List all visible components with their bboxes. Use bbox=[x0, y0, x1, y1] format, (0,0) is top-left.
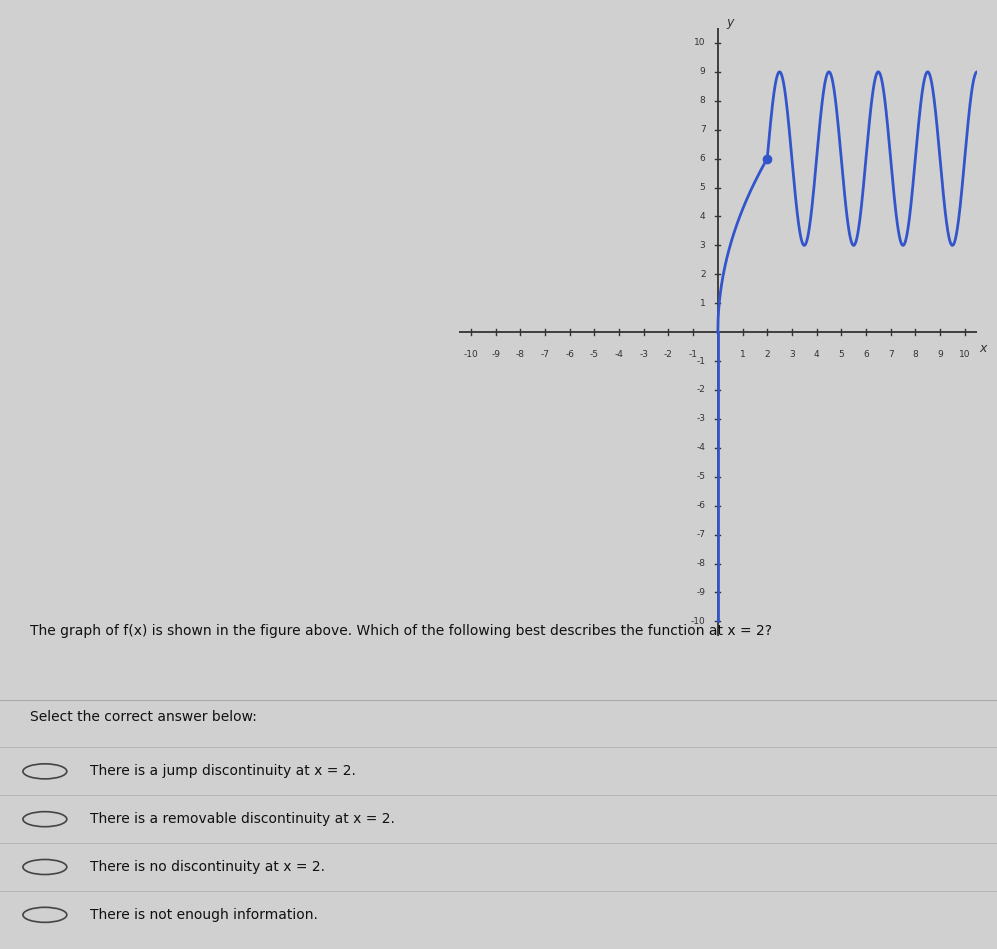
Text: 2: 2 bbox=[700, 270, 706, 279]
Text: 3: 3 bbox=[789, 349, 795, 359]
Text: -4: -4 bbox=[697, 443, 706, 453]
Text: There is not enough information.: There is not enough information. bbox=[90, 908, 318, 921]
Text: -3: -3 bbox=[639, 349, 648, 359]
Text: 7: 7 bbox=[700, 125, 706, 134]
Text: 2: 2 bbox=[765, 349, 770, 359]
Text: -5: -5 bbox=[590, 349, 599, 359]
Text: 8: 8 bbox=[700, 96, 706, 105]
Text: -9: -9 bbox=[492, 349, 500, 359]
Text: 4: 4 bbox=[814, 349, 820, 359]
Text: -7: -7 bbox=[540, 349, 549, 359]
Text: 7: 7 bbox=[887, 349, 893, 359]
Text: -9: -9 bbox=[697, 588, 706, 597]
Text: -3: -3 bbox=[697, 415, 706, 423]
Text: -5: -5 bbox=[697, 473, 706, 481]
Text: 4: 4 bbox=[700, 212, 706, 221]
Text: -10: -10 bbox=[691, 617, 706, 626]
Text: -8: -8 bbox=[515, 349, 524, 359]
Text: 10: 10 bbox=[694, 38, 706, 47]
Text: -1: -1 bbox=[697, 357, 706, 365]
Text: -4: -4 bbox=[615, 349, 623, 359]
Text: The graph of f(x) is shown in the figure above. Which of the following best desc: The graph of f(x) is shown in the figure… bbox=[30, 624, 772, 639]
Text: -6: -6 bbox=[697, 501, 706, 511]
Text: -2: -2 bbox=[664, 349, 673, 359]
Text: 1: 1 bbox=[700, 299, 706, 307]
Text: 9: 9 bbox=[937, 349, 943, 359]
Text: 5: 5 bbox=[700, 183, 706, 192]
Text: -7: -7 bbox=[697, 530, 706, 539]
Text: y: y bbox=[727, 15, 734, 28]
Text: Select the correct answer below:: Select the correct answer below: bbox=[30, 710, 257, 724]
Text: 6: 6 bbox=[863, 349, 868, 359]
Text: There is no discontinuity at x = 2.: There is no discontinuity at x = 2. bbox=[90, 860, 325, 874]
Text: -1: -1 bbox=[689, 349, 698, 359]
Text: 6: 6 bbox=[700, 154, 706, 163]
Text: 5: 5 bbox=[838, 349, 844, 359]
Text: -8: -8 bbox=[697, 559, 706, 568]
Text: -2: -2 bbox=[697, 385, 706, 395]
Text: x: x bbox=[979, 343, 987, 355]
Text: -6: -6 bbox=[565, 349, 574, 359]
Text: -10: -10 bbox=[464, 349, 479, 359]
Text: There is a jump discontinuity at x = 2.: There is a jump discontinuity at x = 2. bbox=[90, 764, 356, 778]
Text: 9: 9 bbox=[700, 67, 706, 76]
Text: 10: 10 bbox=[959, 349, 970, 359]
Text: 8: 8 bbox=[912, 349, 918, 359]
Text: There is a removable discontinuity at x = 2.: There is a removable discontinuity at x … bbox=[90, 812, 395, 827]
Text: 3: 3 bbox=[700, 241, 706, 250]
Text: 1: 1 bbox=[740, 349, 746, 359]
